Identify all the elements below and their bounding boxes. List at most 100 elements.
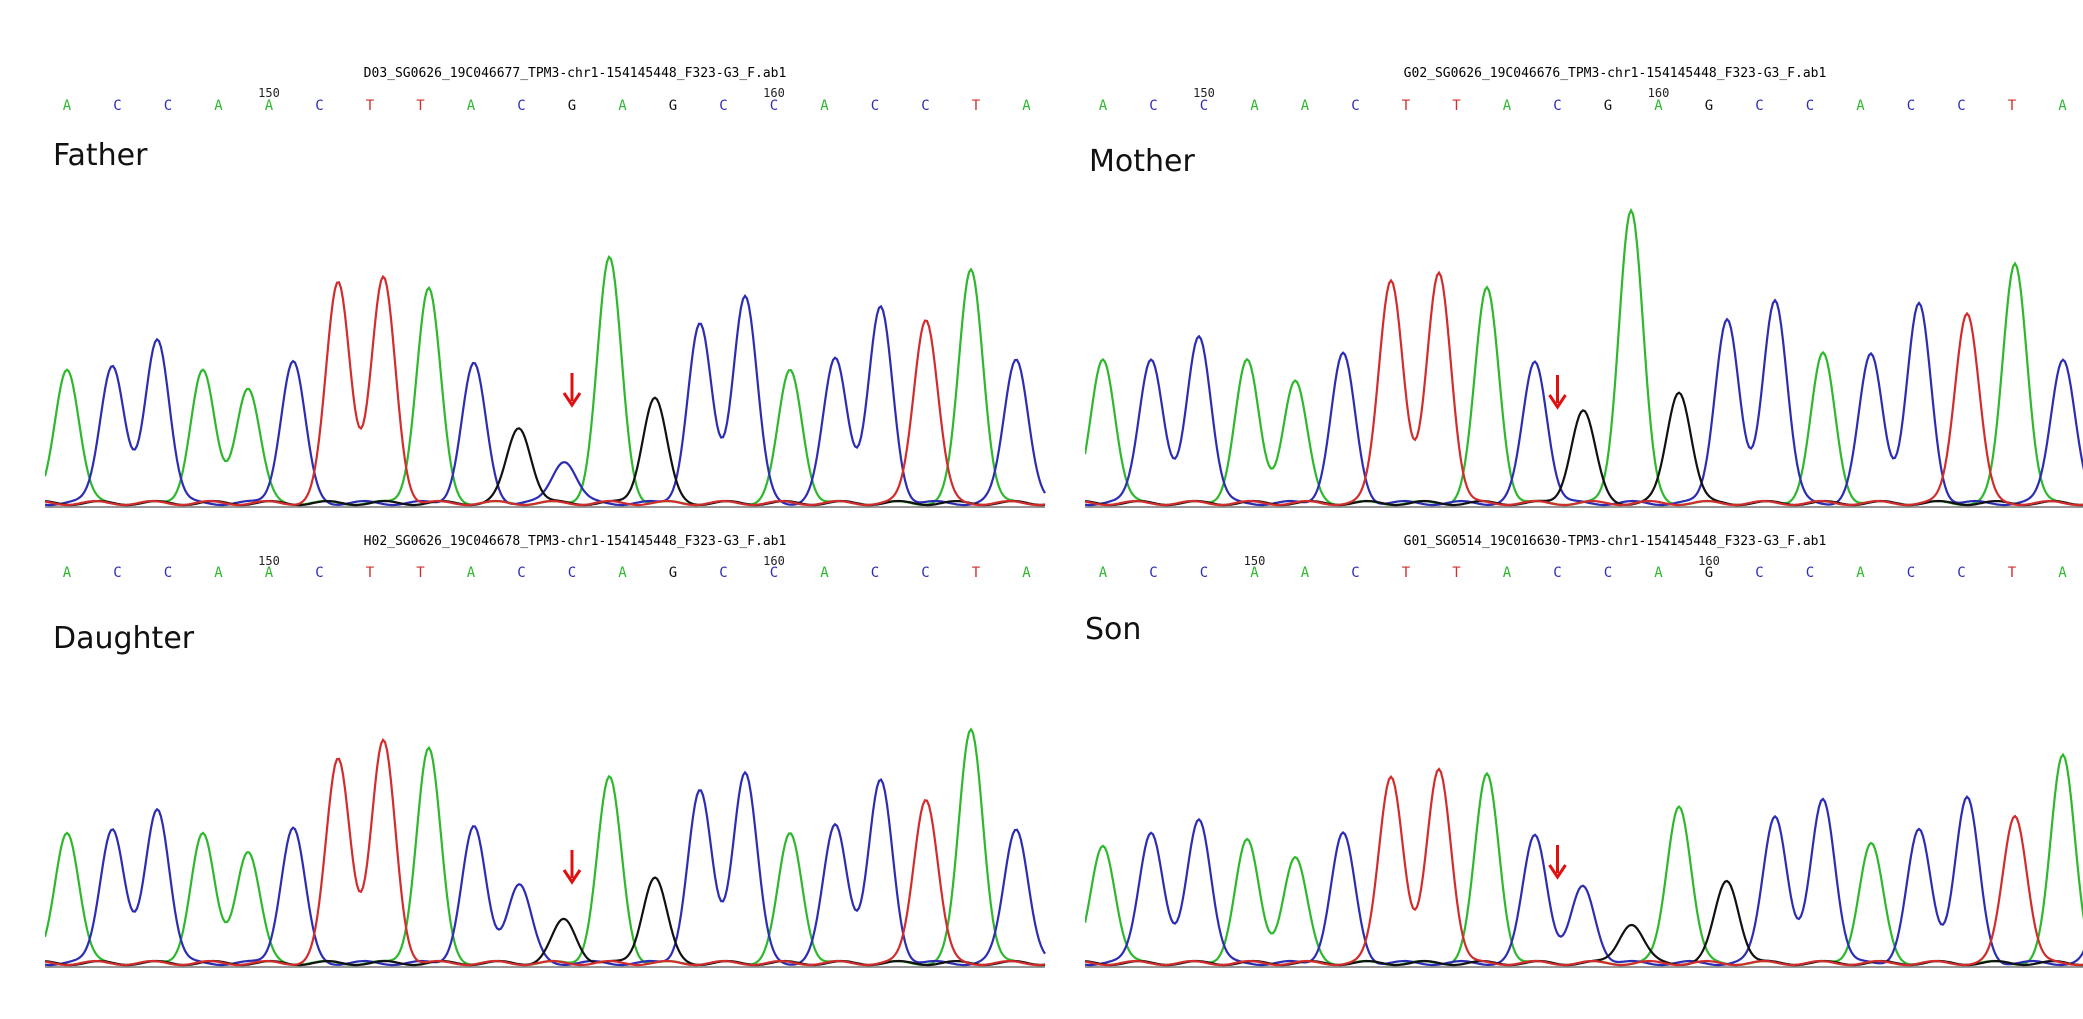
- base-call: C: [921, 565, 929, 581]
- base-call: T: [972, 98, 981, 114]
- base-call: A: [2058, 565, 2067, 581]
- position-mark: 150: [258, 86, 280, 100]
- trace-lines-son: [1085, 752, 2083, 968]
- position-mark: 160: [763, 86, 785, 100]
- trace-A-channel: [1085, 207, 2083, 507]
- base-call: A: [1654, 98, 1663, 114]
- base-call: A: [1301, 98, 1310, 114]
- mutation-arrow-father: [562, 373, 582, 408]
- base-call: C: [1806, 565, 1814, 581]
- base-call: T: [1452, 98, 1461, 114]
- base-call: C: [315, 565, 323, 581]
- sample-label-daughter: Daughter: [53, 621, 195, 656]
- base-call: A: [467, 565, 476, 581]
- down-arrow-icon: [562, 373, 582, 408]
- base-call: C: [921, 98, 929, 114]
- position-mark: 150: [1244, 554, 1266, 568]
- base-call: C: [770, 98, 778, 114]
- base-call: A: [1022, 98, 1031, 114]
- base-call: A: [1856, 565, 1865, 581]
- base-call: C: [315, 98, 323, 114]
- base-calls-daughter: ACCAACTTACCAGCCACCTAC: [63, 565, 1032, 581]
- base-call: A: [214, 98, 223, 114]
- base-calls-father: ACCAACTTACGAGCCACCTAC: [63, 98, 1032, 114]
- trace-lines-daughter: [45, 727, 1046, 968]
- base-call: C: [1806, 98, 1814, 114]
- base-call: C: [113, 565, 121, 581]
- base-call: A: [1503, 98, 1512, 114]
- trace-T-channel: [1085, 270, 2083, 507]
- chromatogram-panel-son: G01_SG0514_19C016630-TPM3-chr1-154145448…: [1085, 535, 2083, 1015]
- base-call: A: [2058, 98, 2067, 114]
- base-call: C: [1907, 98, 1915, 114]
- base-call: C: [517, 98, 525, 114]
- position-marks-mother: 150 160: [1193, 86, 1669, 100]
- trace-C-channel: [1085, 795, 2083, 967]
- base-call: A: [1856, 98, 1865, 114]
- base-call: G: [568, 98, 576, 114]
- base-call: A: [618, 98, 627, 114]
- base-call: A: [265, 565, 274, 581]
- base-call: C: [871, 565, 879, 581]
- base-call: T: [416, 98, 425, 114]
- base-call: T: [2008, 565, 2017, 581]
- trace-lines-father: [45, 255, 1046, 508]
- base-call: C: [1957, 565, 1965, 581]
- base-call: T: [366, 565, 375, 581]
- down-arrow-icon: [562, 850, 582, 885]
- base-call: A: [1654, 565, 1663, 581]
- base-call: C: [770, 565, 778, 581]
- file-name-mother: G02_SG0626_19C046676_TPM3-chr1-154145448…: [1404, 66, 1827, 81]
- file-name-son: G01_SG0514_19C016630-TPM3-chr1-154145448…: [1404, 535, 1827, 549]
- base-call: T: [2008, 98, 2017, 114]
- base-call: C: [517, 565, 525, 581]
- base-call: C: [1755, 565, 1763, 581]
- position-mark: 150: [258, 554, 280, 568]
- base-call: A: [618, 565, 627, 581]
- base-call: T: [1402, 565, 1411, 581]
- chromatogram-panel-father: D03_SG0626_19C046677_TPM3-chr1-154145448…: [45, 55, 1065, 535]
- base-call: T: [1452, 565, 1461, 581]
- position-mark: 160: [1648, 86, 1670, 100]
- sample-label-father: Father: [53, 138, 148, 173]
- down-arrow-icon: [1548, 845, 1567, 880]
- base-call: A: [265, 98, 274, 114]
- base-call: A: [1503, 565, 1512, 581]
- trace-T-channel: [45, 274, 1046, 507]
- chromatogram-son: G01_SG0514_19C016630-TPM3-chr1-154145448…: [1085, 535, 2083, 968]
- base-call: A: [63, 565, 72, 581]
- chromatogram-panel-mother: G02_SG0626_19C046676_TPM3-chr1-154145448…: [1085, 55, 2083, 535]
- base-call: C: [1604, 565, 1612, 581]
- base-call: A: [820, 98, 829, 114]
- trace-T-channel: [45, 737, 1046, 967]
- base-call: G: [1604, 98, 1612, 114]
- base-call: C: [871, 98, 879, 114]
- down-arrow-icon: [1548, 375, 1567, 410]
- base-call: G: [1705, 98, 1713, 114]
- base-call: C: [1351, 565, 1359, 581]
- base-call: C: [1149, 565, 1157, 581]
- base-call: C: [1755, 98, 1763, 114]
- base-call: G: [669, 565, 677, 581]
- base-call: G: [669, 98, 677, 114]
- position-marks-son: 150 160: [1244, 554, 1720, 568]
- base-call: C: [1149, 98, 1157, 114]
- base-call: C: [113, 98, 121, 114]
- sample-label-mother: Mother: [1089, 144, 1195, 179]
- base-call: C: [719, 98, 727, 114]
- base-call: C: [164, 98, 172, 114]
- mutation-arrow-daughter: [562, 850, 582, 885]
- trace-A-channel: [45, 255, 1046, 507]
- base-call: C: [1957, 98, 1965, 114]
- position-marks-father: 150 160: [258, 86, 785, 100]
- base-call: A: [1099, 98, 1108, 114]
- base-call: A: [214, 565, 223, 581]
- mutation-arrow-son: [1548, 845, 1567, 880]
- base-call: A: [467, 98, 476, 114]
- base-calls-son: ACCAACTTACCAGCCACCTAC: [1099, 565, 2068, 581]
- base-call: G: [1705, 565, 1713, 581]
- base-call: A: [1250, 98, 1259, 114]
- file-name-daughter: H02_SG0626_19C046678_TPM3-chr1-154145448…: [364, 535, 787, 549]
- base-call: C: [1553, 98, 1561, 114]
- trace-G-channel: [45, 876, 1046, 967]
